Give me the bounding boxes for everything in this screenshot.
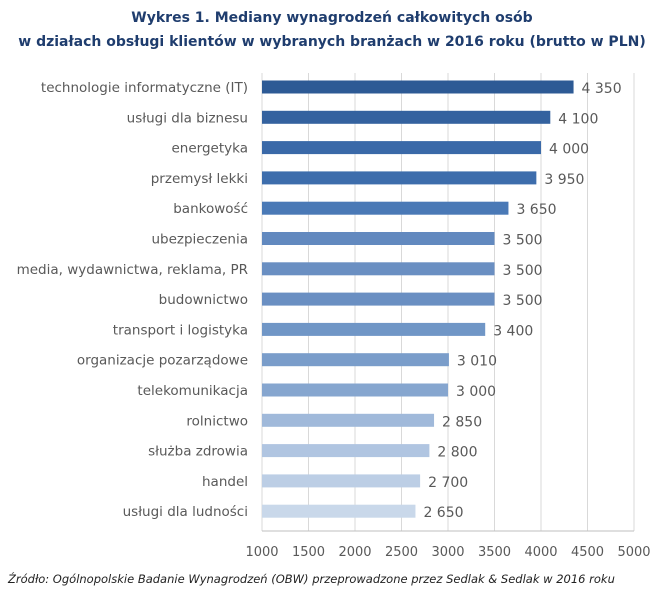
x-tick-label: 5000	[617, 545, 650, 560]
value-label: 4 000	[549, 142, 589, 158]
bar	[262, 110, 551, 124]
category-label: handel	[202, 474, 248, 490]
bar	[262, 444, 430, 458]
x-tick-label: 1000	[245, 545, 278, 560]
value-label: 4 100	[558, 111, 598, 127]
bar	[262, 201, 509, 215]
category-label: transport i logistyka	[113, 322, 248, 338]
value-label: 2 850	[442, 414, 482, 430]
category-label: usługi dla biznesu	[127, 110, 248, 126]
x-tick-label: 2500	[385, 545, 418, 560]
bar	[262, 80, 574, 94]
bar	[262, 474, 421, 488]
value-label: 3 010	[457, 354, 497, 370]
category-label: ubezpieczenia	[151, 232, 248, 248]
value-label: 2 650	[423, 505, 463, 521]
bar	[262, 322, 486, 336]
category-label: media, wydawnictwa, reklama, PR	[17, 262, 248, 278]
value-label: 3 500	[503, 233, 543, 249]
category-label: służba zdrowia	[148, 444, 248, 460]
x-tick-label: 2000	[338, 545, 371, 560]
category-label: budownictwo	[159, 292, 248, 308]
x-tick-label: 3500	[478, 545, 511, 560]
labels: 1000 1500 2000 2500 3000 3500 4000 4500 5000 tech…	[17, 80, 651, 560]
bar	[262, 171, 537, 185]
x-tick-label: 3000	[431, 545, 464, 560]
bar	[262, 413, 435, 427]
value-label: 4 350	[582, 81, 622, 97]
category-label: bankowość	[173, 201, 248, 217]
category-label: technologie informatyczne (IT)	[41, 80, 248, 96]
category-label: rolnictwo	[186, 413, 248, 429]
bar	[262, 141, 541, 155]
value-label: 3 000	[456, 384, 496, 400]
bars	[262, 80, 574, 518]
value-label: 2 800	[437, 445, 477, 461]
chart-title-line-1: Wykres 1. Mediany wynagrodzeń całkowityc…	[131, 10, 533, 26]
bar	[262, 504, 416, 518]
x-tick-label: 4000	[524, 545, 557, 560]
bar	[262, 383, 448, 397]
x-tick-label: 4500	[571, 545, 604, 560]
x-tick-label: 1500	[292, 545, 325, 560]
value-label: 3 400	[493, 323, 533, 339]
source-note: Źródło: Ogólnopolskie Badanie Wynagrodze…	[8, 572, 615, 586]
value-label: 3 500	[503, 293, 543, 309]
bar	[262, 353, 449, 367]
category-label: telekomunikacja	[137, 383, 248, 399]
chart-title-line-2: w działach obsługi klientów w wybranych …	[18, 34, 646, 50]
bar-chart: 1000 1500 2000 2500 3000 3500 4000 4500 5000 tech…	[17, 73, 651, 560]
chart-title: Wykres 1. Mediany wynagrodzeń całkowityc…	[0, 6, 664, 54]
category-label: energetyka	[172, 141, 249, 157]
value-label: 2 700	[428, 475, 468, 491]
value-label: 3 500	[503, 263, 543, 279]
bar	[262, 262, 495, 276]
category-label: przemysł lekki	[151, 171, 248, 187]
value-label: 3 950	[544, 172, 584, 188]
bar	[262, 292, 495, 306]
category-label: usługi dla ludności	[123, 504, 248, 520]
bar	[262, 232, 495, 245]
value-label: 3 650	[516, 202, 556, 218]
category-label: organizacje pozarządowe	[77, 353, 248, 369]
